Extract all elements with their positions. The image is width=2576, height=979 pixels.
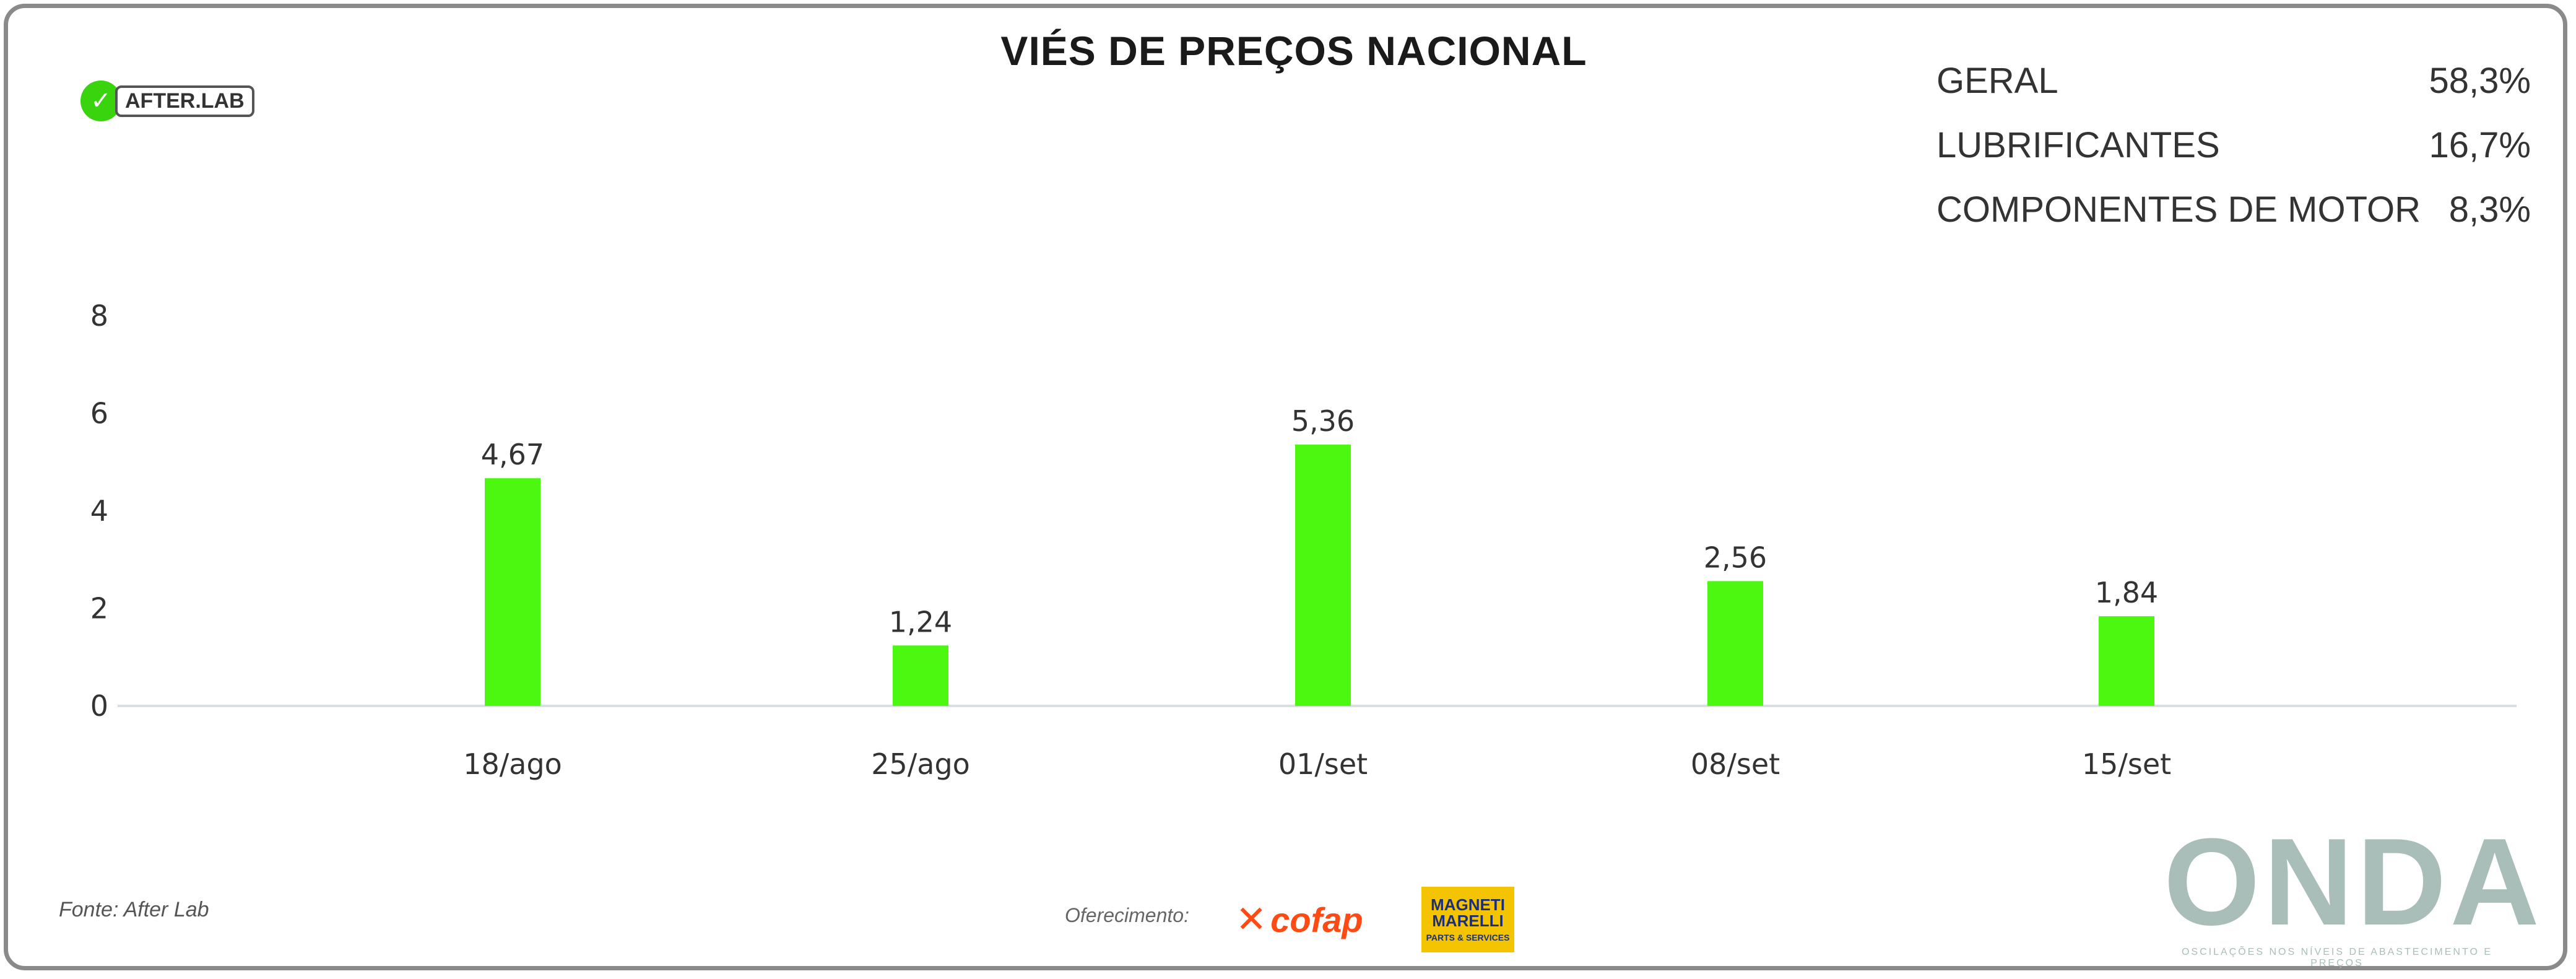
bar bbox=[1707, 581, 1763, 706]
y-tick-label: 6 bbox=[90, 397, 108, 430]
onda-logo: ONDA OSCILAÇÕES NOS NÍVEIS DE ABASTECIME… bbox=[2164, 813, 2543, 969]
page-title: VIÉS DE PREÇOS NACIONAL bbox=[1000, 28, 1587, 74]
bar-value-label: 1,84 bbox=[2095, 576, 2158, 609]
y-tick-label: 2 bbox=[90, 592, 108, 625]
afterlab-logo: ✓ AFTER.LAB bbox=[80, 79, 254, 123]
bar-value-label: 2,56 bbox=[1704, 541, 1767, 574]
y-tick-label: 0 bbox=[90, 689, 108, 723]
summary-value: 16,7% bbox=[2429, 124, 2531, 165]
summary-row: LUBRIFICANTES 16,7% bbox=[1936, 113, 2531, 177]
onda-logo-word: ONDA bbox=[2164, 813, 2543, 951]
summary-row: GERAL 58,3% bbox=[1936, 48, 2531, 113]
cofap-logo-icon: ✕ bbox=[1236, 898, 1267, 941]
bar bbox=[893, 645, 948, 706]
summary-row: COMPONENTES DE MOTOR 8,3% bbox=[1936, 177, 2531, 241]
summary-label: LUBRIFICANTES bbox=[1936, 124, 2220, 165]
y-tick-label: 4 bbox=[90, 494, 108, 528]
x-tick-label: 15/set bbox=[2082, 747, 2171, 781]
cofap-logo: ✕ cofap bbox=[1236, 898, 1363, 941]
bar-value-label: 5,36 bbox=[1291, 404, 1355, 438]
y-tick-label: 8 bbox=[90, 299, 108, 333]
summary-value: 8,3% bbox=[2448, 189, 2531, 230]
x-tick-label: 01/set bbox=[1278, 747, 1368, 781]
bar bbox=[485, 478, 540, 706]
bar-value-label: 1,24 bbox=[889, 605, 952, 638]
summary-label: GERAL bbox=[1936, 60, 2058, 101]
magneti-logo-subtext: PARTS & SERVICES bbox=[1426, 933, 1510, 942]
summary-table: GERAL 58,3% LUBRIFICANTES 16,7% COMPONEN… bbox=[1936, 48, 2531, 241]
magneti-logo-text: MAGNETI MARELLI bbox=[1431, 895, 1505, 930]
afterlab-logo-text: AFTER.LAB bbox=[115, 85, 254, 117]
card-frame bbox=[4, 4, 2567, 970]
cofap-logo-text: cofap bbox=[1270, 900, 1363, 939]
x-tick-label: 08/set bbox=[1691, 747, 1780, 781]
afterlab-logo-icon: ✓ bbox=[80, 80, 121, 121]
onda-logo-tagline: OSCILAÇÕES NOS NÍVEIS DE ABASTECIMENTO E… bbox=[2181, 947, 2493, 968]
bar bbox=[1295, 444, 1351, 706]
source-note: Fonte: After Lab bbox=[59, 898, 209, 921]
x-tick-label: 18/ago bbox=[463, 747, 562, 781]
x-tick-label: 25/ago bbox=[871, 747, 970, 781]
bar bbox=[2099, 616, 2154, 706]
summary-label: COMPONENTES DE MOTOR bbox=[1936, 189, 2421, 230]
bar-value-label: 4,67 bbox=[481, 438, 544, 471]
magneti-marelli-logo: MAGNETI MARELLI PARTS & SERVICES bbox=[1421, 887, 1514, 952]
summary-value: 58,3% bbox=[2429, 60, 2531, 101]
sponsor-label: Oferecimento: bbox=[1065, 904, 1189, 926]
